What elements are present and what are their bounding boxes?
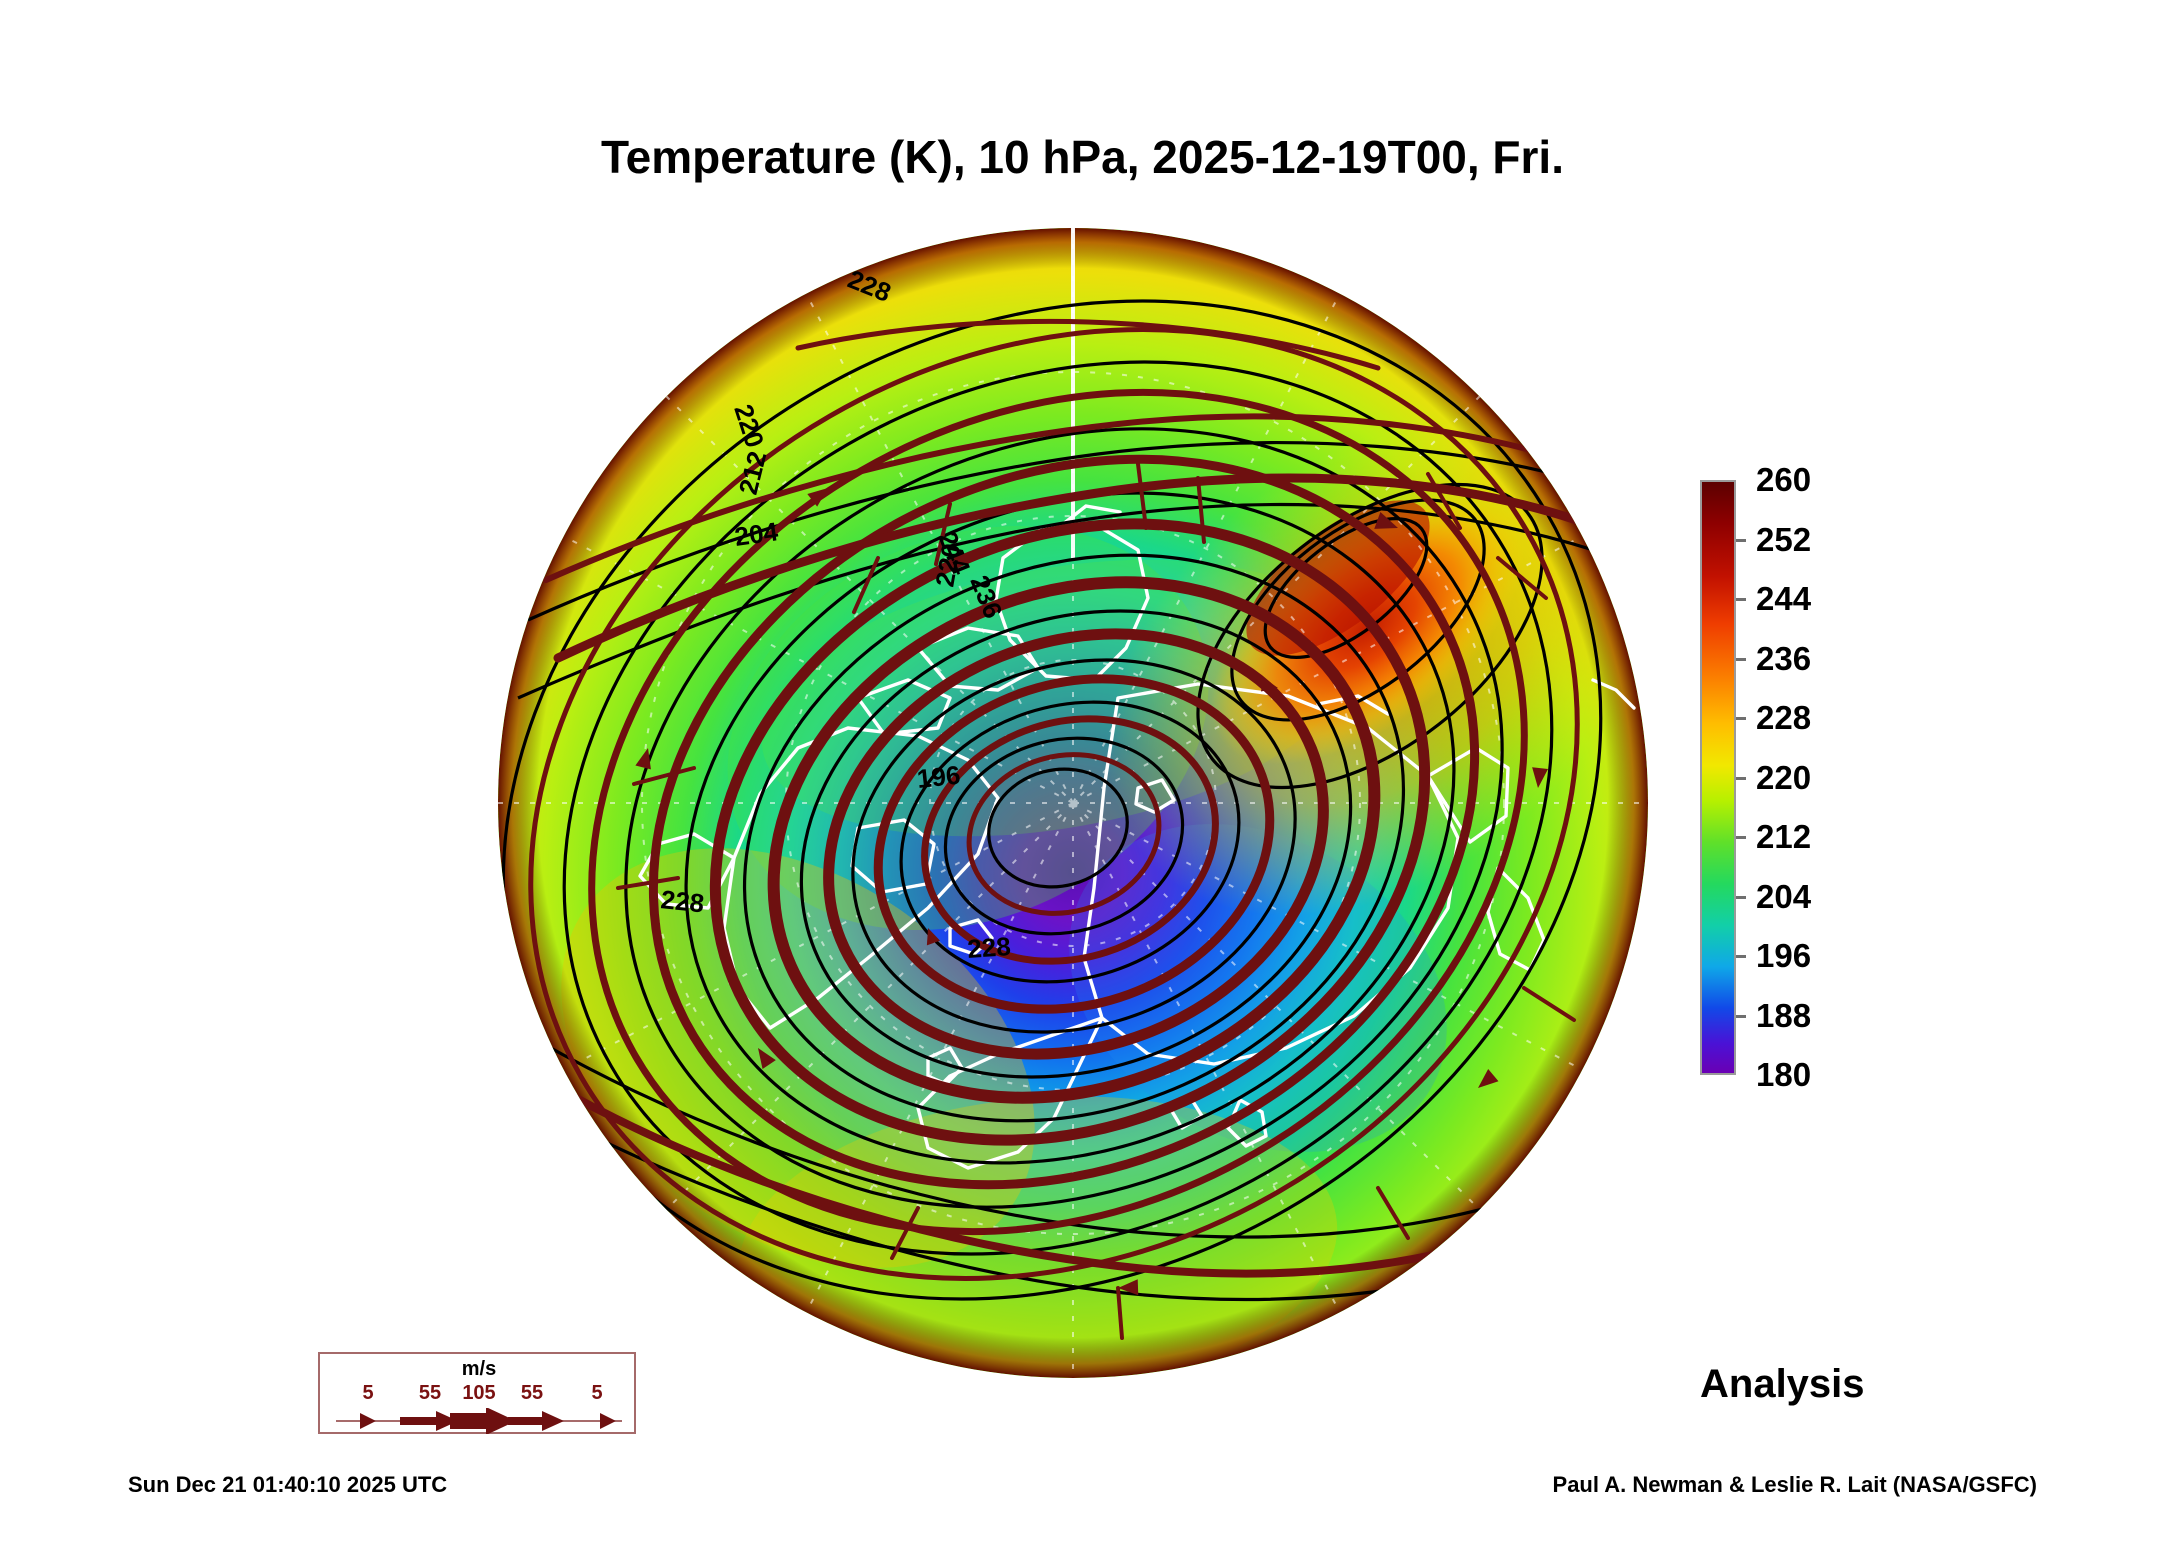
wind-vectors xyxy=(528,318,1635,1340)
colorbar: 260 252 244 236 228 220 212 204 196 188 180 xyxy=(1694,461,2114,1093)
map-disc[interactable]: 228 228 228 220 212 204 196 244 236 228 … xyxy=(498,228,1648,1378)
svg-text:228: 228 xyxy=(966,931,1011,964)
author-credit: Paul A. Newman & Leslie R. Lait (NASA/GS… xyxy=(1552,1472,2037,1497)
colorbar-tick-label: 212 xyxy=(1756,818,1812,855)
colorbar-tick-label: 244 xyxy=(1756,580,1812,617)
svg-text:228: 228 xyxy=(662,256,715,307)
wind-legend-arrows xyxy=(336,1408,622,1434)
colorbar-tick xyxy=(1736,657,1746,661)
colorbar-ticks: 260 252 244 236 228 220 212 204 196 188 180 xyxy=(1694,461,2114,1093)
colorbar-tick-label: 252 xyxy=(1756,520,1812,558)
svg-text:196: 196 xyxy=(915,760,961,794)
colorbar-tick-label: 228 xyxy=(1756,699,1812,736)
wind-speed-legend: m/s 5 55 105 55 5 xyxy=(318,1352,636,1434)
wind-legend-value: 55 xyxy=(418,1382,442,1404)
colorbar-tick xyxy=(1736,717,1746,720)
svg-text:228: 228 xyxy=(659,884,705,918)
analysis-label: Analysis xyxy=(1700,1362,1865,1406)
wind-arrowheads xyxy=(635,466,1549,1296)
wind-legend-values: 5 55 105 55 5 xyxy=(320,1382,638,1406)
render-timestamp: Sun Dec 21 01:40:10 2025 UTC xyxy=(128,1472,448,1497)
svg-text:228: 228 xyxy=(510,262,563,313)
colorbar-tick-label: 196 xyxy=(1756,937,1812,974)
polar-map[interactable]: 228 228 228 220 212 204 196 244 236 228 … xyxy=(498,228,1648,1378)
colorbar-tick xyxy=(1736,895,1746,899)
colorbar-tick-label: 204 xyxy=(1756,877,1812,915)
colorbar-tick-label: 236 xyxy=(1756,639,1812,677)
colorbar-tick xyxy=(1736,1014,1746,1018)
svg-text:220: 220 xyxy=(929,541,966,589)
colorbar-tick-label: 188 xyxy=(1756,996,1812,1034)
colorbar-tick xyxy=(1736,538,1746,542)
graticule xyxy=(498,228,1648,1378)
colorbar-gradient xyxy=(1700,480,1736,1075)
colorbar-tick-label: 220 xyxy=(1756,758,1812,796)
colorbar-tick xyxy=(1736,598,1746,601)
colorbar-tick xyxy=(1736,776,1746,780)
wind-legend-value: 5 xyxy=(362,1382,374,1404)
wind-legend-unit: m/s xyxy=(461,1358,497,1380)
colorbar-tick-label: 180 xyxy=(1756,1056,1812,1093)
wind-legend-value: 55 xyxy=(520,1382,544,1404)
colorbar-tick-label: 260 xyxy=(1756,461,1812,498)
colorbar-tick xyxy=(1736,955,1746,958)
wind-legend-value: 105 xyxy=(462,1382,496,1404)
colorbar-tick xyxy=(1736,836,1746,839)
wind-legend-value: 5 xyxy=(591,1382,603,1404)
svg-text:204: 204 xyxy=(733,516,781,552)
map-svg: 228 228 228 220 212 204 196 244 236 228 … xyxy=(498,228,1648,1378)
page-title: Temperature (K), 10 hPa, 2025-12-19T00, … xyxy=(601,131,1564,183)
